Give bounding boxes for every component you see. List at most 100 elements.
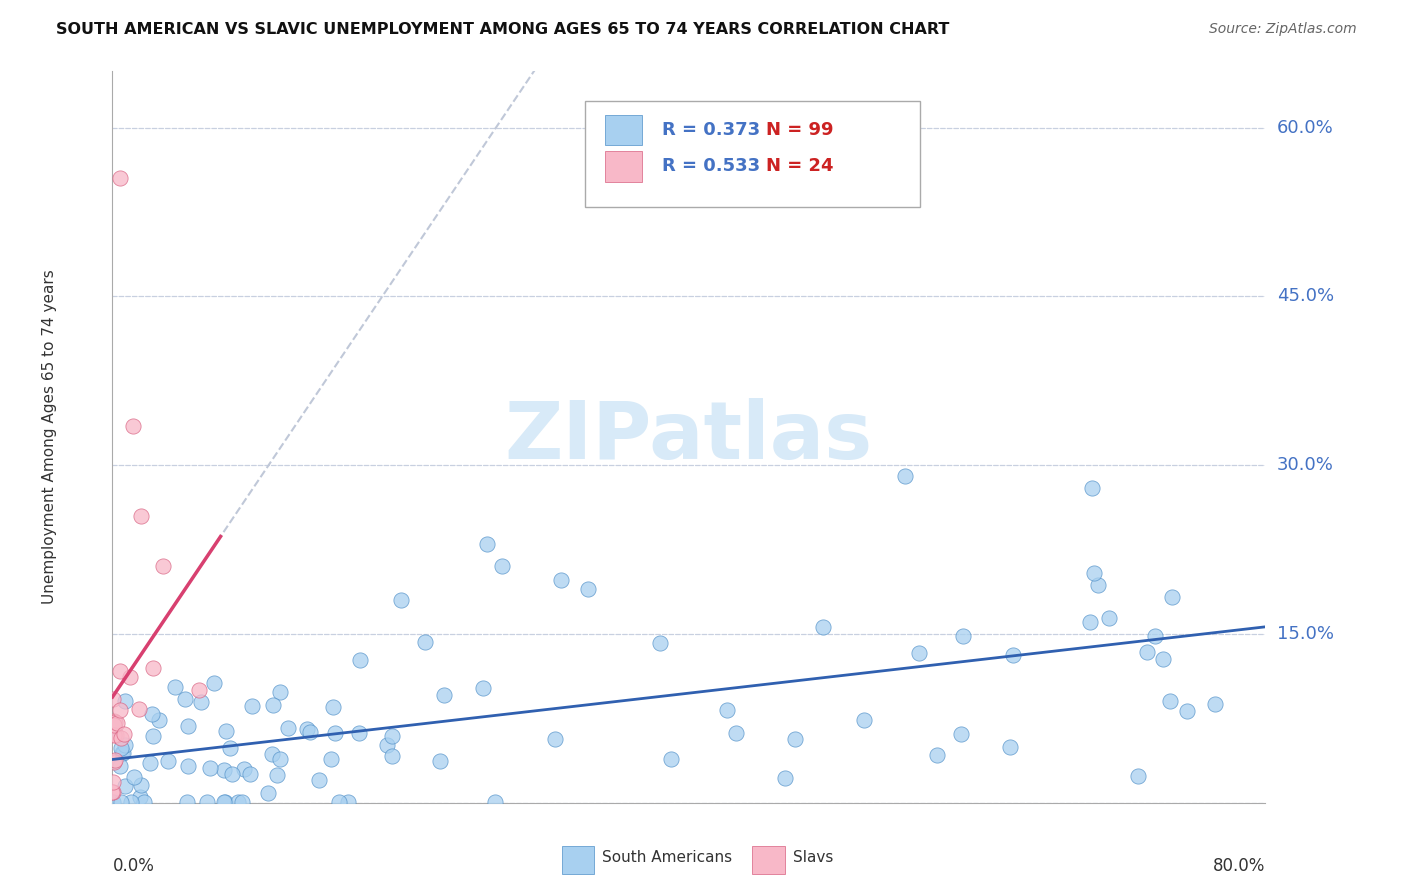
Text: Slavs: Slavs xyxy=(793,850,834,865)
Text: N = 99: N = 99 xyxy=(766,121,834,139)
FancyBboxPatch shape xyxy=(562,846,595,874)
Point xyxy=(257,786,280,800)
FancyBboxPatch shape xyxy=(605,151,641,182)
Point xyxy=(322,699,344,714)
FancyBboxPatch shape xyxy=(605,114,641,145)
Point xyxy=(319,752,342,766)
Point xyxy=(132,795,155,809)
Point xyxy=(716,703,738,717)
Point xyxy=(232,762,254,776)
Point xyxy=(226,795,249,809)
Point xyxy=(576,582,599,596)
Point xyxy=(998,739,1021,754)
Text: N = 24: N = 24 xyxy=(766,158,834,176)
Point xyxy=(142,661,165,675)
Point xyxy=(853,713,876,727)
Point xyxy=(177,759,200,773)
Point xyxy=(105,715,128,730)
Point xyxy=(661,752,683,766)
Point xyxy=(262,698,284,712)
Point xyxy=(118,670,141,684)
Point xyxy=(297,722,319,736)
Point xyxy=(104,753,127,767)
Point xyxy=(114,694,136,708)
Point xyxy=(101,784,124,798)
Point xyxy=(269,685,291,699)
Text: ZIPatlas: ZIPatlas xyxy=(505,398,873,476)
Point xyxy=(114,780,136,794)
Point xyxy=(128,702,150,716)
Point xyxy=(471,681,494,695)
Point xyxy=(108,703,131,717)
Point xyxy=(219,740,242,755)
Point xyxy=(198,761,221,775)
Text: 0.0%: 0.0% xyxy=(112,857,155,875)
Point xyxy=(129,789,152,804)
Point xyxy=(103,795,125,809)
Point xyxy=(129,508,153,523)
Point xyxy=(152,559,174,574)
Point xyxy=(381,729,404,743)
Point xyxy=(927,747,949,762)
Point xyxy=(648,636,671,650)
Point xyxy=(811,620,834,634)
Point xyxy=(475,537,499,551)
Point xyxy=(214,795,236,809)
Point xyxy=(101,692,124,706)
Point xyxy=(783,732,806,747)
Point xyxy=(108,665,131,679)
Point xyxy=(214,795,236,809)
Point xyxy=(157,754,180,768)
Point xyxy=(103,720,125,734)
Point xyxy=(269,752,291,766)
Point xyxy=(112,747,135,761)
Text: Unemployment Among Ages 65 to 74 years: Unemployment Among Ages 65 to 74 years xyxy=(42,269,56,605)
Point xyxy=(347,726,370,740)
Point xyxy=(110,731,132,745)
Point xyxy=(1083,566,1105,580)
Point xyxy=(173,692,195,706)
Point xyxy=(104,714,127,729)
Point xyxy=(1126,768,1149,782)
Point xyxy=(112,727,135,741)
Point xyxy=(349,653,371,667)
Text: 80.0%: 80.0% xyxy=(1213,857,1265,875)
Point xyxy=(413,635,436,649)
Point xyxy=(120,795,142,809)
Point xyxy=(308,772,330,787)
Point xyxy=(1175,705,1198,719)
Point xyxy=(950,726,973,740)
Point xyxy=(103,756,125,770)
Point xyxy=(190,695,212,709)
Point xyxy=(1204,697,1226,711)
Point xyxy=(336,795,359,809)
Point xyxy=(110,795,132,809)
Point xyxy=(148,713,170,727)
Point xyxy=(544,731,567,746)
Point xyxy=(389,593,412,607)
Point xyxy=(240,698,263,713)
FancyBboxPatch shape xyxy=(752,846,785,874)
Point xyxy=(298,724,321,739)
Point xyxy=(231,795,253,809)
Point xyxy=(773,771,796,785)
Text: SOUTH AMERICAN VS SLAVIC UNEMPLOYMENT AMONG AGES 65 TO 74 YEARS CORRELATION CHAR: SOUTH AMERICAN VS SLAVIC UNEMPLOYMENT AM… xyxy=(56,22,949,37)
Point xyxy=(122,771,145,785)
Point xyxy=(103,717,125,731)
Point xyxy=(328,795,350,809)
Text: 60.0%: 60.0% xyxy=(1277,119,1334,136)
Point xyxy=(1152,651,1174,665)
Point xyxy=(108,759,131,773)
Point xyxy=(1081,481,1104,495)
Point xyxy=(114,739,136,753)
Point xyxy=(277,721,299,735)
Point xyxy=(121,418,143,433)
Point xyxy=(894,469,917,483)
Point xyxy=(433,689,456,703)
Point xyxy=(212,764,235,778)
Point xyxy=(491,559,513,574)
Point xyxy=(139,756,162,771)
Point xyxy=(176,795,198,809)
Point xyxy=(197,795,219,809)
Point xyxy=(215,723,238,738)
